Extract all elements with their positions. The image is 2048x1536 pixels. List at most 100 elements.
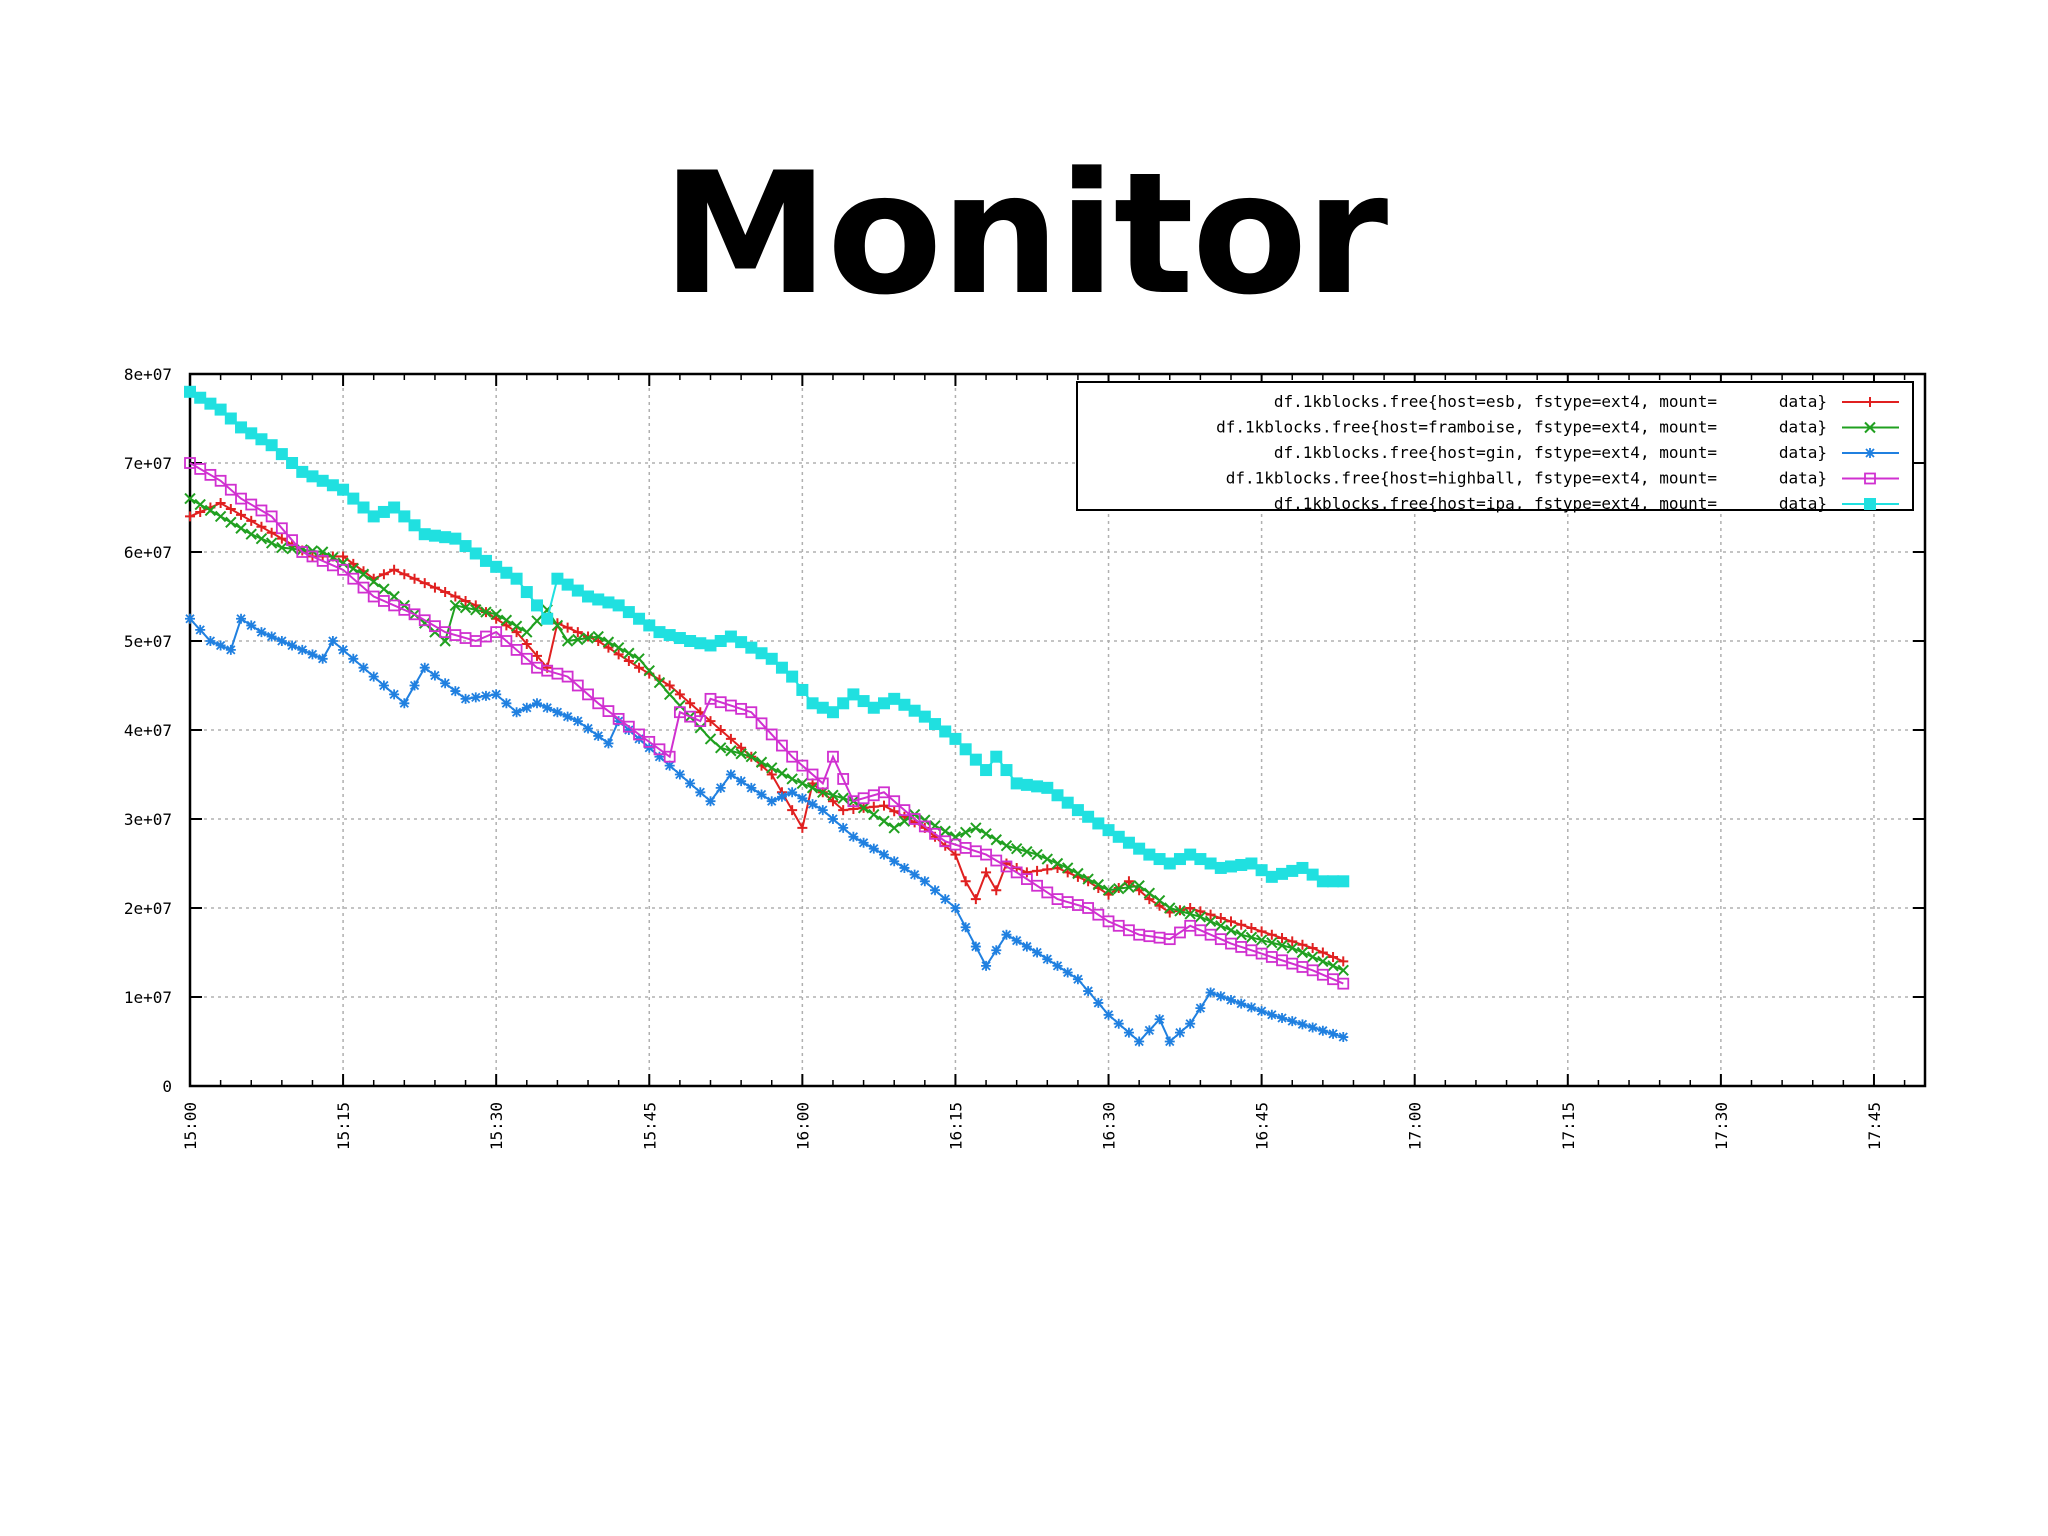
data-point [1255,864,1268,877]
data-point [899,862,910,873]
data-point [1276,939,1288,952]
data-point [418,528,431,541]
series-line [189,462,1344,985]
data-point [287,640,298,651]
data-point [1337,875,1350,888]
data-point [878,815,890,827]
data-point [603,738,614,749]
data-point [265,439,278,452]
data-point [572,716,583,727]
data-point [592,593,605,606]
data-point [746,782,757,793]
data-point [1133,842,1146,855]
data-point [236,613,247,624]
data-point [1246,923,1257,934]
legend-label: df.1kblocks.free{host=ipa, fstype=ext4, … [1274,494,1717,513]
data-point [419,617,431,629]
data-point [1010,777,1023,790]
plot-frame [188,372,1927,1088]
data-point [868,801,879,812]
data-point [786,773,798,785]
data-point [521,626,533,638]
data-point [1195,1003,1206,1014]
legend-entry: df.1kblocks.free{host=highball, fstype=e… [1226,469,1899,488]
data-point [1042,954,1053,965]
data-point [275,448,288,461]
data-point [1032,947,1043,958]
data-point [561,670,574,683]
data-point [684,635,697,647]
data-point [1204,915,1217,928]
data-point [939,725,952,738]
data-point [602,596,615,609]
data-point [663,750,676,763]
data-point [1194,853,1207,866]
data-point [1214,861,1227,874]
data-point [756,789,767,800]
data-point [959,826,972,839]
data-point [214,510,227,523]
data-point [337,557,349,569]
data-point [1133,880,1145,892]
data-point [837,773,850,785]
data-point [297,644,308,655]
data-point [612,712,625,725]
data-point [1236,998,1247,1009]
data-point [510,572,523,585]
data-point [245,427,258,440]
data-point [1306,951,1319,963]
data-point [469,547,482,560]
data-point [419,578,430,589]
data-point [1113,883,1125,895]
data-point [460,693,471,704]
data-point [408,519,421,532]
data-point [806,782,819,794]
data-point [714,742,727,754]
data-point [1164,902,1176,914]
data-point [889,856,900,867]
data-point [959,743,972,756]
data-point [1317,955,1329,968]
data-point [1245,857,1258,870]
data-point [745,641,758,654]
data-point [562,711,573,722]
data-point [796,759,809,772]
data-point [398,510,411,523]
data-point [378,569,389,580]
legend-entry: df.1kblocks.free{host=gin, fstype=ext4, … [1274,443,1899,462]
data-point [1071,804,1084,817]
data-point [1051,789,1064,802]
data-point [1235,858,1248,871]
data-point [449,532,462,545]
data-point [674,699,686,712]
data-point [286,457,299,469]
data-point [837,792,849,804]
data-point [551,572,564,585]
x-tick-label: 17:00 [1406,1102,1425,1150]
data-point [1328,951,1339,962]
data-point [694,722,707,734]
data-point [490,608,502,621]
data-point [561,578,574,591]
data-point [532,698,542,709]
data-point [685,778,696,789]
legend-entry: df.1kblocks.free{host=framboise, fstype=… [1216,418,1899,437]
data-point [930,885,941,896]
data-point [695,787,706,798]
data-point [532,650,542,661]
y-tick-label: 6e+07 [124,543,172,562]
legend-label: df.1kblocks.free{host=framboise, fstype=… [1216,418,1717,437]
data-point [643,619,656,632]
x-tick-label: 15:15 [334,1102,353,1150]
data-point [918,710,931,723]
data-point [1000,860,1013,873]
data-point [194,391,207,404]
data-point [827,796,838,807]
legend: df.1kblocks.free{host=esb, fstype=ext4, … [1076,381,1914,513]
data-point [408,608,421,621]
data-point [715,725,726,735]
data-point [613,649,624,660]
data-point [940,894,951,905]
data-point [633,612,646,625]
data-point [908,813,921,825]
